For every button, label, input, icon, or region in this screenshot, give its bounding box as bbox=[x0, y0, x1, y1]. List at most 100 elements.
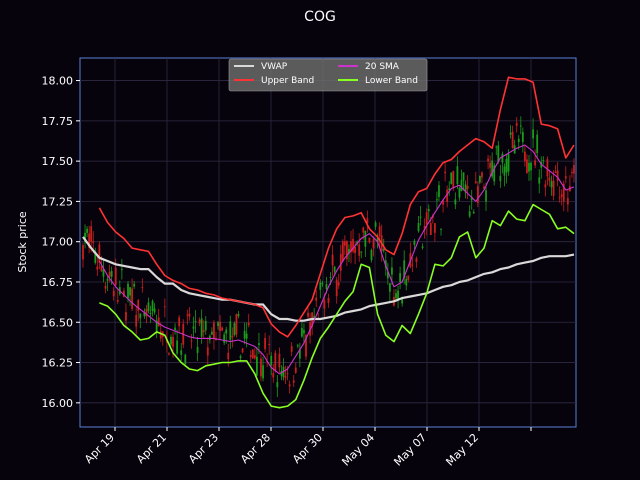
candle-body bbox=[456, 166, 459, 185]
candle-body bbox=[131, 288, 133, 309]
candle-body bbox=[554, 171, 557, 174]
candle-body bbox=[372, 239, 375, 249]
candle-body bbox=[378, 226, 381, 237]
candle-body bbox=[108, 271, 111, 277]
candle-body bbox=[433, 223, 436, 233]
candle-body bbox=[427, 208, 430, 212]
candle-body bbox=[120, 269, 123, 271]
candle-body bbox=[564, 176, 567, 179]
candle-body bbox=[556, 170, 559, 181]
candle-body bbox=[229, 321, 232, 340]
candle-body bbox=[436, 199, 438, 201]
candle-body bbox=[286, 373, 289, 375]
candle-body bbox=[493, 165, 496, 182]
candle-body bbox=[335, 279, 338, 297]
chart-title: COG bbox=[304, 9, 336, 25]
candle-body bbox=[483, 186, 485, 189]
legend: VWAP Upper Band 20 SMA Lower Band bbox=[228, 58, 428, 92]
candle-body bbox=[327, 298, 330, 303]
candle-body bbox=[284, 376, 287, 378]
candle-body bbox=[133, 283, 136, 287]
y-tick-label: 18.00 bbox=[42, 75, 74, 88]
x-tick-label: Apr 21 bbox=[134, 431, 169, 466]
candle-body bbox=[354, 246, 356, 254]
candle-body bbox=[323, 299, 326, 309]
candle-body bbox=[280, 370, 283, 376]
y-tick-label: 16.25 bbox=[42, 357, 74, 370]
y-axis-label: Stock price bbox=[16, 211, 29, 273]
legend-box bbox=[228, 58, 428, 92]
candle-body bbox=[268, 343, 271, 345]
candle-body bbox=[86, 228, 88, 233]
candle-body bbox=[225, 329, 228, 334]
candle-body bbox=[114, 267, 117, 286]
candle-body bbox=[125, 311, 127, 321]
candle-body bbox=[403, 260, 406, 279]
candle-body bbox=[419, 216, 422, 218]
candle-body bbox=[333, 266, 336, 272]
candle-body bbox=[239, 356, 242, 359]
candle-body bbox=[180, 350, 183, 355]
y-tick-label: 16.75 bbox=[42, 276, 74, 289]
candle-body bbox=[444, 171, 447, 174]
legend-label: Upper Band bbox=[261, 76, 314, 86]
y-axis-ticks: 16.00 16.25 16.50 16.75 17.00 17.25 17.50 17.75… bbox=[42, 75, 80, 410]
candle-body bbox=[515, 122, 518, 126]
candle-body bbox=[137, 300, 140, 311]
candle-body bbox=[517, 138, 520, 142]
x-tick-label: Apr 19 bbox=[82, 431, 117, 466]
candle-body bbox=[235, 314, 238, 335]
candle-body bbox=[415, 258, 418, 263]
candle-body bbox=[112, 290, 115, 297]
candle-body bbox=[405, 279, 408, 286]
candle-body bbox=[407, 275, 410, 280]
candle-body bbox=[315, 297, 318, 301]
candle-body bbox=[386, 271, 389, 279]
candle-body bbox=[440, 228, 442, 230]
candle-body bbox=[346, 241, 348, 260]
candle-body bbox=[298, 349, 301, 359]
candle-body bbox=[399, 273, 402, 282]
candle-body bbox=[446, 189, 449, 203]
candle-body bbox=[206, 347, 209, 356]
candle-body bbox=[538, 177, 541, 184]
candle-body bbox=[364, 230, 367, 247]
x-tick-label: May 07 bbox=[391, 431, 429, 469]
candle-body bbox=[274, 352, 277, 371]
candle-body bbox=[292, 380, 295, 383]
candle-body bbox=[202, 330, 205, 333]
candle-body bbox=[362, 227, 365, 233]
y-tick-label: 17.25 bbox=[42, 195, 74, 208]
candle-body bbox=[550, 181, 553, 188]
candle-body bbox=[123, 290, 125, 297]
candle-body bbox=[368, 237, 371, 243]
x-tick-label: May 04 bbox=[339, 431, 377, 469]
candle-body bbox=[360, 251, 363, 253]
candle-body bbox=[227, 352, 230, 360]
legend-label: Lower Band bbox=[365, 76, 418, 86]
candle-body bbox=[223, 334, 226, 343]
candle-body bbox=[505, 158, 508, 173]
candle-body bbox=[325, 283, 328, 289]
candle-body bbox=[188, 313, 191, 317]
y-tick-label: 17.75 bbox=[42, 115, 74, 128]
candle-body bbox=[528, 162, 530, 172]
candle-body bbox=[262, 365, 264, 379]
candle-body bbox=[243, 330, 246, 339]
candle-body bbox=[448, 188, 451, 191]
candle-body bbox=[548, 177, 551, 181]
candle-body bbox=[82, 245, 84, 260]
candle-body bbox=[474, 181, 477, 184]
candle-body bbox=[245, 333, 248, 339]
x-axis-ticks: Apr 19 Apr 21 Apr 23 Apr 28 Apr 30 May 04 May … bbox=[82, 427, 532, 469]
candle-body bbox=[278, 353, 281, 368]
candle-body bbox=[157, 317, 160, 327]
candle-body bbox=[231, 335, 234, 338]
candle-body bbox=[145, 308, 148, 317]
candle-body bbox=[499, 175, 502, 182]
candle-body bbox=[534, 160, 537, 166]
candle-body bbox=[247, 322, 250, 326]
candle-body bbox=[102, 269, 105, 277]
candle-body bbox=[470, 196, 473, 201]
candle-body bbox=[458, 187, 461, 198]
